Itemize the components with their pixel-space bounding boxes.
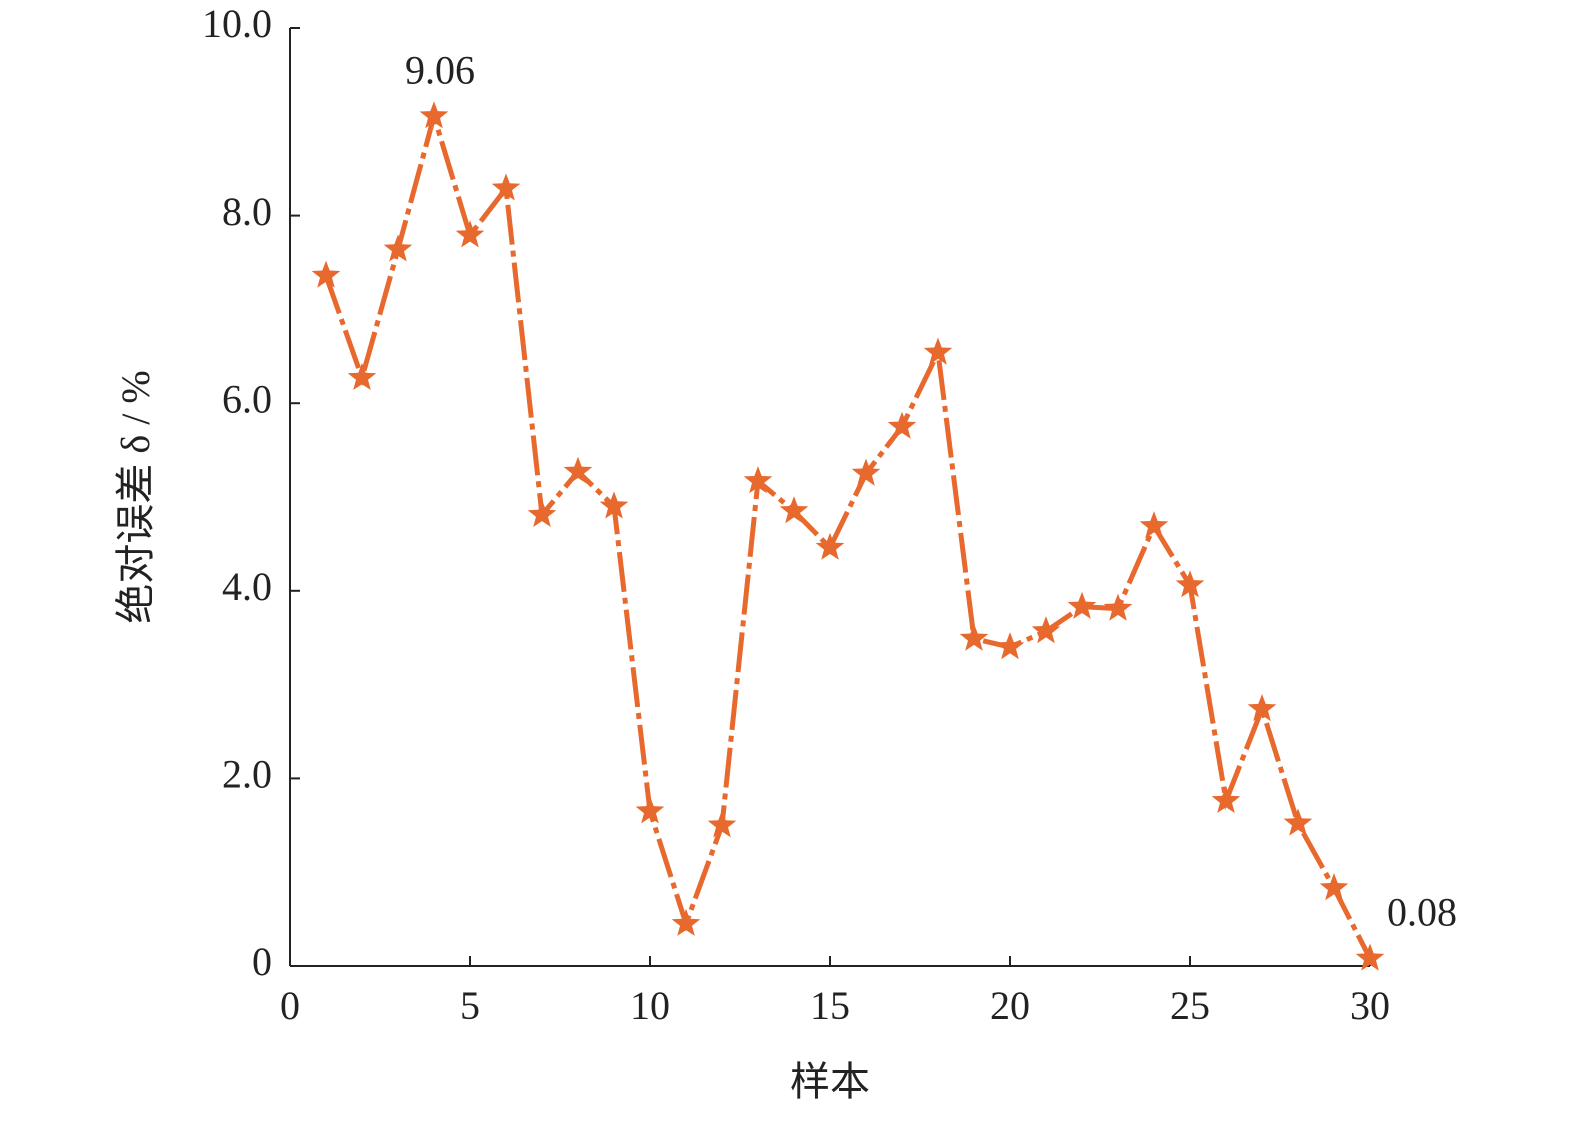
y-tick-label: 2.0 bbox=[222, 752, 272, 797]
y-tick-label: 4.0 bbox=[222, 564, 272, 609]
star-marker bbox=[815, 532, 845, 560]
star-marker bbox=[1211, 785, 1241, 813]
star-marker bbox=[1175, 570, 1205, 598]
star-marker bbox=[1067, 591, 1097, 619]
star-marker bbox=[635, 796, 665, 824]
star-marker bbox=[1355, 943, 1385, 971]
star-marker bbox=[671, 908, 701, 936]
star-marker bbox=[383, 234, 413, 262]
star-marker bbox=[995, 632, 1025, 660]
star-marker bbox=[743, 466, 773, 494]
star-marker bbox=[1103, 593, 1133, 621]
star-marker bbox=[347, 362, 377, 390]
x-tick-label: 10 bbox=[630, 983, 670, 1028]
star-marker bbox=[851, 458, 881, 486]
star-marker bbox=[887, 411, 917, 439]
star-marker bbox=[707, 810, 737, 838]
star-marker bbox=[311, 260, 341, 288]
x-tick-label: 5 bbox=[460, 983, 480, 1028]
star-marker bbox=[923, 337, 953, 365]
y-axis-label: 绝对误差 δ / % bbox=[113, 370, 158, 623]
star-marker bbox=[419, 101, 449, 129]
star-marker bbox=[455, 220, 485, 248]
star-marker bbox=[1031, 616, 1061, 644]
x-tick-label: 30 bbox=[1350, 983, 1390, 1028]
star-marker bbox=[1283, 808, 1313, 836]
y-tick-label: 6.0 bbox=[222, 376, 272, 421]
star-marker bbox=[959, 623, 989, 651]
star-marker bbox=[1319, 873, 1349, 901]
y-tick-label: 0 bbox=[252, 939, 272, 984]
data-label: 9.06 bbox=[405, 47, 475, 92]
y-tick-label: 10.0 bbox=[202, 1, 272, 46]
star-marker bbox=[599, 491, 629, 519]
star-marker bbox=[563, 456, 593, 484]
x-axis-label: 样本 bbox=[790, 1059, 870, 1104]
x-tick-label: 20 bbox=[990, 983, 1030, 1028]
data-label: 0.08 bbox=[1387, 890, 1457, 935]
x-tick-label: 25 bbox=[1170, 983, 1210, 1028]
y-tick-label: 8.0 bbox=[222, 189, 272, 234]
x-tick-label: 0 bbox=[280, 983, 300, 1028]
star-marker bbox=[779, 496, 809, 524]
star-marker bbox=[491, 173, 521, 201]
star-marker bbox=[1139, 511, 1169, 539]
series-line bbox=[323, 107, 1373, 960]
x-tick-label: 15 bbox=[810, 983, 850, 1028]
star-marker bbox=[1247, 694, 1277, 722]
star-marker bbox=[527, 499, 557, 527]
